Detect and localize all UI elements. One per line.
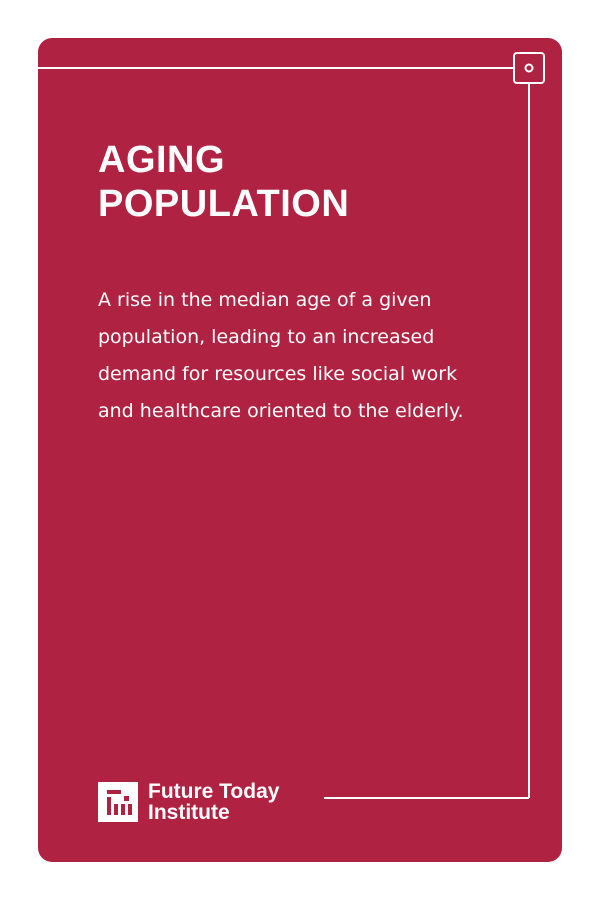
card-title-line-1: AGING — [98, 139, 226, 181]
trend-card: AGING POPULATION A rise in the median ag… — [38, 38, 562, 862]
corner-node-icon — [513, 52, 545, 84]
brand-name-line-1: Future Today — [148, 780, 280, 803]
brand-name: Future Today Institute — [148, 781, 279, 823]
card-title: AGING POPULATION — [98, 138, 349, 226]
brand-logo: Future Today Institute — [98, 781, 279, 823]
card-frame-lines — [38, 52, 545, 799]
card-title-line-2: POPULATION — [98, 183, 350, 225]
card-description: A rise in the median age of a given popu… — [98, 289, 464, 422]
brand-name-line-2: Institute — [148, 801, 230, 824]
fti-logo-icon — [98, 782, 138, 822]
